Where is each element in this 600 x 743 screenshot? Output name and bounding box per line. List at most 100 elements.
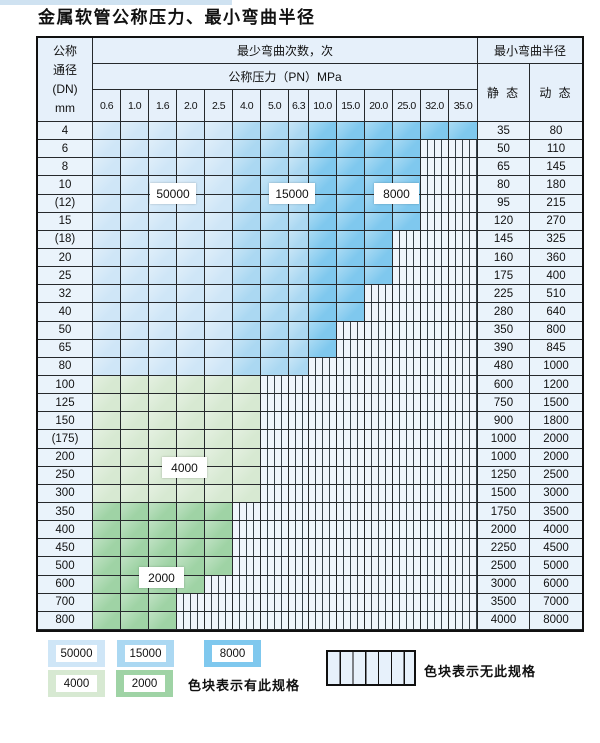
matrix-cell-available-4000 xyxy=(121,448,149,467)
matrix-cell-available-50000 xyxy=(93,321,121,340)
matrix-cell-unavailable xyxy=(337,593,365,612)
matrix-cell-unavailable xyxy=(365,412,393,431)
matrix-cell-unavailable xyxy=(365,593,393,612)
matrix-cell-available-2000 xyxy=(93,539,121,558)
matrix-cell-unavailable xyxy=(261,375,289,395)
matrix-cell-available-4000 xyxy=(233,448,261,467)
matrix-cell-unavailable xyxy=(309,521,337,540)
matrix-cell-available-8000 xyxy=(309,140,337,159)
matrix-cell-available-50000 xyxy=(93,140,121,159)
matrix-cell-available-2000 xyxy=(149,539,177,558)
matrix-cell-unavailable xyxy=(309,575,337,594)
matrix-cell-unavailable xyxy=(393,557,421,576)
matrix-cell-available-15000 xyxy=(233,176,261,195)
matrix-cell-available-50000 xyxy=(93,212,121,231)
matrix-cell-available-15000 xyxy=(261,357,289,376)
matrix-cell-available-8000 xyxy=(309,248,337,268)
matrix-cell-available-50000 xyxy=(149,267,177,286)
matrix-cell-unavailable xyxy=(365,539,393,558)
matrix-cell-available-50000 xyxy=(205,122,233,141)
header-dynamic: 动 态 xyxy=(530,64,582,122)
matrix-cell-unavailable xyxy=(421,140,449,159)
dn-cell: 700 xyxy=(38,593,93,612)
matrix-cell-unavailable xyxy=(421,557,449,576)
matrix-cell-available-50000 xyxy=(93,230,121,249)
matrix-cell-unavailable xyxy=(365,375,393,395)
matrix-cell-available-50000 xyxy=(177,248,205,268)
dynamic-value-cell: 110 xyxy=(530,140,582,159)
matrix-cell-unavailable xyxy=(233,611,261,630)
matrix-cell-available-4000 xyxy=(121,394,149,413)
matrix-cell-unavailable xyxy=(393,303,421,322)
matrix-cell-unavailable xyxy=(421,394,449,413)
matrix-cell-available-15000 xyxy=(261,303,289,322)
dynamic-value-cell: 1800 xyxy=(530,412,582,431)
matrix-cell-available-2000 xyxy=(93,521,121,540)
matrix-cell-available-50000 xyxy=(149,122,177,141)
dynamic-value-cell: 270 xyxy=(530,212,582,231)
legend-unavailable-swatch xyxy=(326,650,416,686)
matrix-cell-unavailable xyxy=(393,502,421,522)
dynamic-value-cell: 7000 xyxy=(530,593,582,612)
matrix-cell-available-2000 xyxy=(177,539,205,558)
table-row: 250 1250 2500 xyxy=(38,466,582,485)
header-pn-tick: 4.0 xyxy=(233,90,261,122)
matrix-cell-available-15000 xyxy=(261,140,289,159)
dynamic-value-cell: 4000 xyxy=(530,521,582,540)
matrix-cell-unavailable xyxy=(261,611,289,630)
matrix-cell-available-8000 xyxy=(337,158,365,177)
matrix-cell-unavailable xyxy=(449,303,478,322)
matrix-cell-available-15000 xyxy=(289,140,309,159)
matrix-cell-unavailable xyxy=(337,412,365,431)
spec-table: 公称 通径 (DN) mm 最少弯曲次数，次 公称压力（PN）MPa 0.6 1.… xyxy=(36,36,584,632)
matrix-cell-available-50000 xyxy=(177,212,205,231)
dynamic-value-cell: 3500 xyxy=(530,502,582,522)
matrix-cell-unavailable xyxy=(289,502,309,522)
matrix-cell-unavailable xyxy=(449,430,478,449)
dn-cell: 250 xyxy=(38,466,93,485)
matrix-cell-unavailable xyxy=(289,521,309,540)
dynamic-value-cell: 2000 xyxy=(530,448,582,467)
matrix-cell-unavailable xyxy=(421,303,449,322)
matrix-cell-unavailable xyxy=(449,448,478,467)
zone-label-8000: 8000 xyxy=(374,183,419,204)
matrix-cell-available-50000 xyxy=(149,339,177,358)
matrix-cell-available-15000 xyxy=(233,267,261,286)
matrix-cell-unavailable xyxy=(421,448,449,467)
matrix-cell-unavailable xyxy=(449,394,478,413)
matrix-cell-available-2000 xyxy=(121,539,149,558)
dn-cell: 100 xyxy=(38,375,93,395)
matrix-cell-available-8000 xyxy=(309,339,337,358)
matrix-cell-available-8000 xyxy=(309,176,337,195)
table-row: 8 65 145 xyxy=(38,158,582,177)
matrix-cell-unavailable xyxy=(309,448,337,467)
matrix-cell-available-8000 xyxy=(337,230,365,249)
dynamic-value-cell: 180 xyxy=(530,176,582,195)
matrix-cell-unavailable xyxy=(337,521,365,540)
matrix-cell-available-50000 xyxy=(177,303,205,322)
matrix-cell-available-50000 xyxy=(177,267,205,286)
matrix-cell-available-8000 xyxy=(309,285,337,304)
matrix-cell-unavailable xyxy=(365,357,393,376)
matrix-cell-available-50000 xyxy=(93,158,121,177)
matrix-cell-available-8000 xyxy=(449,122,478,141)
static-value-cell: 900 xyxy=(478,412,530,431)
matrix-cell-available-50000 xyxy=(121,248,149,268)
matrix-cell-available-8000 xyxy=(393,140,421,159)
matrix-cell-available-4000 xyxy=(177,394,205,413)
matrix-cell-available-8000 xyxy=(365,212,393,231)
matrix-cell-available-15000 xyxy=(233,230,261,249)
matrix-cell-available-50000 xyxy=(93,357,121,376)
matrix-cell-available-4000 xyxy=(205,394,233,413)
matrix-cell-available-15000 xyxy=(233,122,261,141)
matrix-cell-available-8000 xyxy=(309,321,337,340)
matrix-cell-available-4000 xyxy=(149,412,177,431)
matrix-cell-unavailable xyxy=(205,593,233,612)
matrix-cell-unavailable xyxy=(421,230,449,249)
table-row: 200 1000 2000 xyxy=(38,448,582,467)
matrix-cell-unavailable xyxy=(205,575,233,594)
matrix-cell-available-50000 xyxy=(93,303,121,322)
matrix-cell-unavailable xyxy=(233,557,261,576)
page-title: 金属软管公称压力、最小弯曲半径 xyxy=(38,8,316,28)
matrix-cell-unavailable xyxy=(449,484,478,503)
